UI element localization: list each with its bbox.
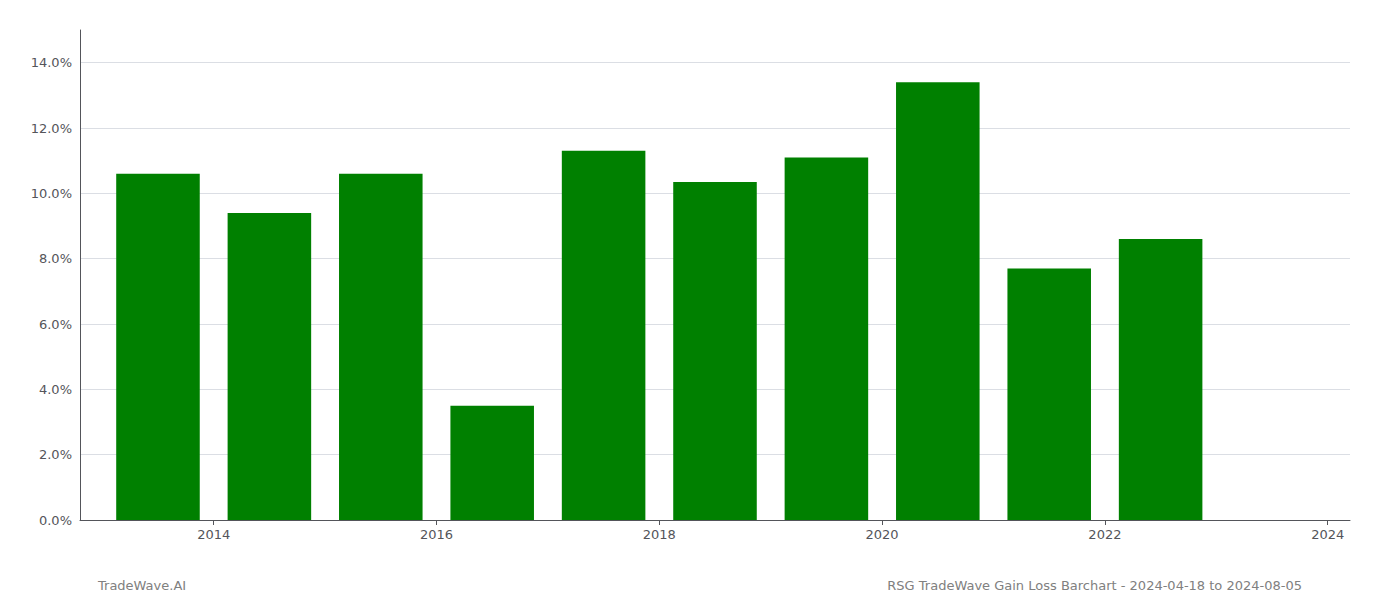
svg-text:6.0%: 6.0% [39, 317, 72, 332]
svg-text:8.0%: 8.0% [39, 251, 72, 266]
svg-text:4.0%: 4.0% [39, 382, 72, 397]
svg-text:2020: 2020 [866, 527, 899, 542]
svg-text:2014: 2014 [197, 527, 230, 542]
svg-text:2022: 2022 [1088, 527, 1121, 542]
svg-text:0.0%: 0.0% [39, 513, 72, 528]
svg-text:14.0%: 14.0% [31, 55, 72, 70]
svg-text:2016: 2016 [420, 527, 453, 542]
svg-text:TradeWave.AI: TradeWave.AI [97, 578, 186, 593]
svg-text:RSG TradeWave Gain Loss Barcha: RSG TradeWave Gain Loss Barchart - 2024-… [887, 578, 1302, 593]
svg-text:2018: 2018 [643, 527, 676, 542]
svg-text:12.0%: 12.0% [31, 121, 72, 136]
svg-text:10.0%: 10.0% [31, 186, 72, 201]
svg-text:2024: 2024 [1311, 527, 1344, 542]
svg-text:2.0%: 2.0% [39, 447, 72, 462]
